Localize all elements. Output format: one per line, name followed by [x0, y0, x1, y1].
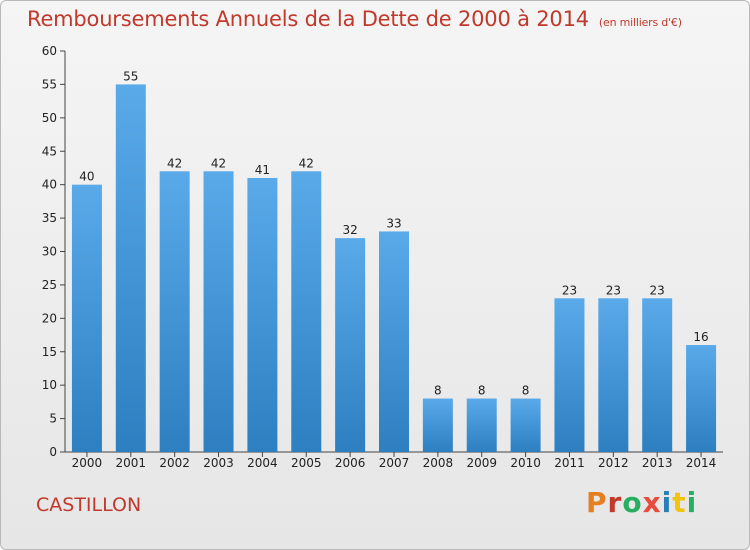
brand-letter: o: [622, 486, 643, 519]
x-tick-label: 2000: [72, 456, 103, 470]
y-tick-label: 40: [42, 178, 57, 192]
bar-2004: [247, 177, 278, 452]
x-tick-label: 2005: [291, 456, 322, 470]
bar-2000: [71, 184, 102, 452]
bar-2009: [466, 398, 497, 452]
y-tick-label: 20: [42, 311, 57, 325]
x-tick-label: 2006: [335, 456, 366, 470]
x-tick-label: 2009: [466, 456, 497, 470]
data-label: 23: [562, 283, 577, 297]
chart-title: Remboursements Annuels de la Dette de 20…: [27, 7, 682, 31]
bar-2001: [115, 84, 146, 453]
x-tick-label: 2003: [203, 456, 234, 470]
data-label: 8: [522, 384, 530, 398]
data-label: 40: [79, 170, 94, 184]
data-labels: 40 55 42 42 41 42 32 33 8 8 8 23 23 23 16: [79, 69, 708, 397]
y-tick-label: 5: [49, 412, 57, 426]
bar-2003: [203, 171, 234, 453]
y-tick-label: 10: [42, 378, 57, 392]
x-tick-label: 2004: [247, 456, 278, 470]
data-label: 33: [386, 216, 401, 230]
axes: 0 5 10 15 20 25 30 35 40 45 50 55 60 2000 2001 2002 2003…: [42, 44, 723, 470]
y-tick-label: 25: [42, 278, 57, 292]
x-tick-label: 2014: [686, 456, 717, 470]
data-label: 23: [606, 283, 621, 297]
y-tick-label: 60: [42, 44, 57, 58]
data-label: 42: [299, 156, 314, 170]
bar-2006: [335, 238, 366, 452]
y-tick-label: 0: [49, 445, 57, 459]
bars: [71, 84, 717, 453]
bar-2012: [598, 298, 629, 452]
y-tick-label: 30: [42, 245, 57, 259]
y-tick-label: 55: [42, 77, 57, 91]
bar-2013: [642, 298, 673, 452]
data-label: 32: [342, 223, 357, 237]
data-label: 23: [650, 283, 665, 297]
brand-letter: i: [686, 486, 698, 519]
city-name: CASTILLON: [36, 494, 142, 516]
x-tick-label: 2002: [159, 456, 190, 470]
data-label: 8: [434, 384, 442, 398]
chart-title-text: Remboursements Annuels de la Dette de 20…: [27, 7, 589, 31]
x-tick-label: 2010: [510, 456, 541, 470]
brand-letter: x: [642, 486, 662, 519]
y-tick-label: 15: [42, 345, 57, 359]
y-tick-label: 50: [42, 111, 57, 125]
data-label: 8: [478, 384, 486, 398]
bar-2008: [422, 398, 453, 452]
proxiti-logo[interactable]: Proxiti: [586, 486, 697, 519]
bar-2011: [554, 298, 585, 452]
data-label: 42: [167, 156, 182, 170]
data-label: 41: [255, 163, 270, 177]
y-tick-label: 35: [42, 211, 57, 225]
bar-2005: [291, 171, 322, 453]
x-tick-label: 2011: [554, 456, 585, 470]
brand-letter: P: [586, 486, 608, 519]
bar-2007: [379, 231, 409, 452]
x-tick-label: 2013: [642, 456, 673, 470]
bar-chart: 0 5 10 15 20 25 30 35 40 45 50 55 60 2000 2001 2002 2003…: [42, 44, 723, 470]
brand-letter: r: [607, 486, 623, 519]
data-label: 42: [211, 156, 226, 170]
y-tick-label: 45: [42, 144, 57, 158]
x-tick-label: 2012: [598, 456, 629, 470]
x-tick-label: 2001: [116, 456, 147, 470]
bar-2014: [686, 345, 717, 452]
data-label: 55: [123, 69, 138, 83]
data-label: 16: [693, 330, 708, 344]
bar-2010: [510, 398, 541, 452]
x-tick-label: 2007: [379, 456, 410, 470]
chart-unit: (en milliers d'€): [598, 16, 682, 29]
brand-letter: i: [661, 486, 673, 519]
bar-2002: [159, 171, 190, 453]
x-tick-label: 2008: [423, 456, 454, 470]
brand-letter: t: [672, 486, 687, 519]
